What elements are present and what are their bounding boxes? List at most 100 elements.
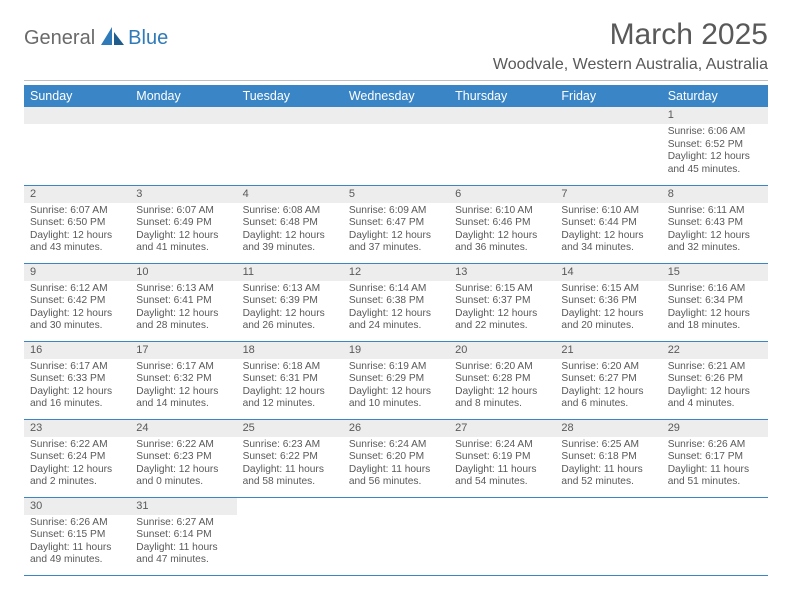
day-number: 26 [343,420,449,437]
weekday-header: Saturday [662,85,768,107]
day-body: Sunrise: 6:25 AMSunset: 6:18 PMDaylight:… [555,437,661,493]
calendar-day-cell: 16Sunrise: 6:17 AMSunset: 6:33 PMDayligh… [24,341,130,419]
weekday-header: Tuesday [237,85,343,107]
day-number [24,107,130,124]
calendar-day-cell: 4Sunrise: 6:08 AMSunset: 6:48 PMDaylight… [237,185,343,263]
calendar-day-cell: 20Sunrise: 6:20 AMSunset: 6:28 PMDayligh… [449,341,555,419]
day-number: 24 [130,420,236,437]
calendar-day-cell: 10Sunrise: 6:13 AMSunset: 6:41 PMDayligh… [130,263,236,341]
calendar-day-cell: 30Sunrise: 6:26 AMSunset: 6:15 PMDayligh… [24,497,130,575]
weekday-header: Friday [555,85,661,107]
day-number: 2 [24,186,130,203]
calendar-day-cell: 3Sunrise: 6:07 AMSunset: 6:49 PMDaylight… [130,185,236,263]
day-body [449,515,555,521]
title-block: March 2025 Woodvale, Western Australia, … [493,18,768,74]
calendar-day-cell: 29Sunrise: 6:26 AMSunset: 6:17 PMDayligh… [662,419,768,497]
day-number: 10 [130,264,236,281]
day-number: 27 [449,420,555,437]
calendar-day-cell: 11Sunrise: 6:13 AMSunset: 6:39 PMDayligh… [237,263,343,341]
calendar-week-row: 2Sunrise: 6:07 AMSunset: 6:50 PMDaylight… [24,185,768,263]
logo: General Blue [24,26,168,51]
weekday-header: Monday [130,85,236,107]
location-text: Woodvale, Western Australia, Australia [493,56,768,74]
calendar-day-cell: 14Sunrise: 6:15 AMSunset: 6:36 PMDayligh… [555,263,661,341]
day-body: Sunrise: 6:10 AMSunset: 6:46 PMDaylight:… [449,203,555,259]
calendar-day-cell [237,107,343,185]
day-number: 15 [662,264,768,281]
calendar-week-row: 23Sunrise: 6:22 AMSunset: 6:24 PMDayligh… [24,419,768,497]
day-number: 11 [237,264,343,281]
calendar-day-cell: 28Sunrise: 6:25 AMSunset: 6:18 PMDayligh… [555,419,661,497]
weekday-header: Wednesday [343,85,449,107]
day-number [343,498,449,515]
day-number [449,107,555,124]
day-body: Sunrise: 6:13 AMSunset: 6:41 PMDaylight:… [130,281,236,337]
day-body: Sunrise: 6:10 AMSunset: 6:44 PMDaylight:… [555,203,661,259]
logo-text-general: General [24,27,95,50]
calendar-day-cell [343,497,449,575]
header-divider [24,80,768,81]
day-body: Sunrise: 6:24 AMSunset: 6:20 PMDaylight:… [343,437,449,493]
calendar-body: 1Sunrise: 6:06 AMSunset: 6:52 PMDaylight… [24,107,768,575]
day-body: Sunrise: 6:13 AMSunset: 6:39 PMDaylight:… [237,281,343,337]
calendar-day-cell: 7Sunrise: 6:10 AMSunset: 6:44 PMDaylight… [555,185,661,263]
calendar-day-cell: 26Sunrise: 6:24 AMSunset: 6:20 PMDayligh… [343,419,449,497]
day-number: 21 [555,342,661,359]
day-body: Sunrise: 6:26 AMSunset: 6:17 PMDaylight:… [662,437,768,493]
day-body: Sunrise: 6:18 AMSunset: 6:31 PMDaylight:… [237,359,343,415]
calendar-day-cell: 5Sunrise: 6:09 AMSunset: 6:47 PMDaylight… [343,185,449,263]
calendar-week-row: 1Sunrise: 6:06 AMSunset: 6:52 PMDaylight… [24,107,768,185]
day-body: Sunrise: 6:16 AMSunset: 6:34 PMDaylight:… [662,281,768,337]
day-body: Sunrise: 6:09 AMSunset: 6:47 PMDaylight:… [343,203,449,259]
day-number [237,107,343,124]
day-body: Sunrise: 6:15 AMSunset: 6:36 PMDaylight:… [555,281,661,337]
day-body: Sunrise: 6:26 AMSunset: 6:15 PMDaylight:… [24,515,130,571]
day-body: Sunrise: 6:22 AMSunset: 6:24 PMDaylight:… [24,437,130,493]
day-number: 25 [237,420,343,437]
logo-sail-icon [100,26,126,51]
calendar-day-cell [130,107,236,185]
calendar-day-cell [555,497,661,575]
day-number [237,498,343,515]
day-number: 23 [24,420,130,437]
day-body: Sunrise: 6:23 AMSunset: 6:22 PMDaylight:… [237,437,343,493]
calendar-day-cell [555,107,661,185]
day-body [343,515,449,521]
day-number: 6 [449,186,555,203]
day-body: Sunrise: 6:22 AMSunset: 6:23 PMDaylight:… [130,437,236,493]
day-number: 18 [237,342,343,359]
day-number: 3 [130,186,236,203]
day-body: Sunrise: 6:15 AMSunset: 6:37 PMDaylight:… [449,281,555,337]
calendar-week-row: 16Sunrise: 6:17 AMSunset: 6:33 PMDayligh… [24,341,768,419]
logo-text-blue: Blue [128,27,168,50]
calendar-day-cell [24,107,130,185]
day-number: 19 [343,342,449,359]
day-body: Sunrise: 6:27 AMSunset: 6:14 PMDaylight:… [130,515,236,571]
day-body [237,515,343,521]
calendar-day-cell: 24Sunrise: 6:22 AMSunset: 6:23 PMDayligh… [130,419,236,497]
calendar-day-cell: 2Sunrise: 6:07 AMSunset: 6:50 PMDaylight… [24,185,130,263]
day-number: 7 [555,186,661,203]
calendar-day-cell [237,497,343,575]
day-body: Sunrise: 6:19 AMSunset: 6:29 PMDaylight:… [343,359,449,415]
calendar-day-cell: 12Sunrise: 6:14 AMSunset: 6:38 PMDayligh… [343,263,449,341]
day-body: Sunrise: 6:21 AMSunset: 6:26 PMDaylight:… [662,359,768,415]
day-number: 8 [662,186,768,203]
day-number: 30 [24,498,130,515]
day-number [662,498,768,515]
day-body [130,124,236,130]
calendar-week-row: 30Sunrise: 6:26 AMSunset: 6:15 PMDayligh… [24,497,768,575]
day-body [662,515,768,521]
calendar-day-cell [449,107,555,185]
day-body: Sunrise: 6:12 AMSunset: 6:42 PMDaylight:… [24,281,130,337]
day-number: 9 [24,264,130,281]
calendar-day-cell: 6Sunrise: 6:10 AMSunset: 6:46 PMDaylight… [449,185,555,263]
day-body [555,124,661,130]
day-number: 17 [130,342,236,359]
calendar-day-cell: 9Sunrise: 6:12 AMSunset: 6:42 PMDaylight… [24,263,130,341]
day-body [449,124,555,130]
calendar-day-cell [662,497,768,575]
weekday-header: Sunday [24,85,130,107]
calendar-day-cell: 31Sunrise: 6:27 AMSunset: 6:14 PMDayligh… [130,497,236,575]
day-body: Sunrise: 6:07 AMSunset: 6:49 PMDaylight:… [130,203,236,259]
